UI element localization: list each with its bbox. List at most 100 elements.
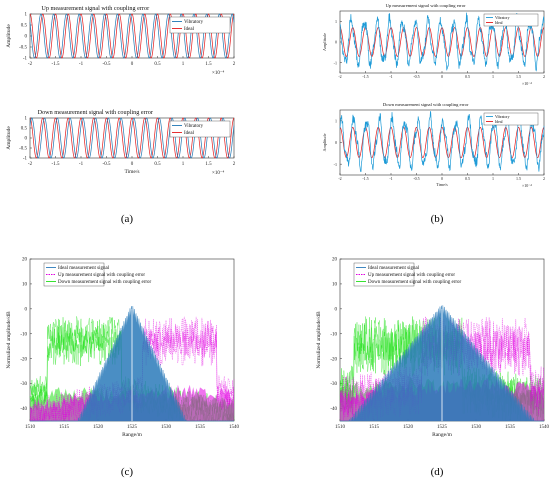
legend-label: Down measurement signal with coupling er… <box>368 280 462 285</box>
x-axis-label: Time/s <box>436 182 448 187</box>
x-tick-label: -1 <box>79 162 84 167</box>
y-tick-label: -40 <box>20 407 27 412</box>
x-tick-label: 1525 <box>437 425 448 430</box>
legend-label: Down measurement signal with coupling er… <box>58 280 152 285</box>
x-tick-label: -1.5 <box>362 74 368 79</box>
chart-c-spectrum: 1510 1515 1520 1525 1530 1535 1540 20 10 0 -10 -20 -… <box>6 258 240 438</box>
y-axis-label: Normalized amplitude/dB <box>6 311 12 369</box>
series-line-vibratory <box>29 13 235 59</box>
chart-a-down: Down measurement signal with coupling er… <box>6 109 236 176</box>
x-tick-label: 0 <box>441 176 443 181</box>
legend-box <box>169 120 231 138</box>
chart-title: Down measurement signal with coupling er… <box>38 109 153 116</box>
legend-box <box>483 112 539 126</box>
legend-label: Vibratory <box>184 124 204 129</box>
x-tick-label: 1515 <box>59 425 70 430</box>
legend-label: Ideal <box>184 27 195 32</box>
x-tick-label: 1525 <box>127 425 138 430</box>
x-axis-label: Range/m <box>122 432 143 438</box>
y-tick-label: 10 <box>332 283 338 288</box>
x-tick-label: -1.5 <box>52 162 60 167</box>
legend-box <box>169 16 231 34</box>
series-line-ideal <box>339 126 545 159</box>
y-tick-label: 0.5 <box>21 127 28 132</box>
y-tick-label: -20 <box>20 357 27 362</box>
series-line-ideal <box>29 117 235 159</box>
y-tick-label: -20 <box>330 357 337 362</box>
panel-label-a: (a) <box>121 213 134 225</box>
x-tick-label: 1520 <box>93 425 104 430</box>
chart-title: Up measurement signal with coupling erro… <box>41 5 149 12</box>
x-tick-label: 1 <box>492 74 494 79</box>
legend-label: Ideal measurement signal <box>368 266 420 271</box>
x-tick-label: 0.5 <box>154 62 161 67</box>
y-axis-label: Normalized amplitude/dB <box>316 311 322 369</box>
x-tick-label: 2 <box>543 74 545 79</box>
series-line-ideal <box>29 13 235 59</box>
legend-label: Ideal <box>184 131 195 136</box>
y-tick-label: 10 <box>22 283 28 288</box>
y-tick-label: -10 <box>20 332 27 337</box>
x-tick-label: 0.5 <box>154 162 161 167</box>
x-tick-label: 1540 <box>229 425 240 430</box>
x-tick-label: 1530 <box>161 425 172 430</box>
y-tick-label: 1 <box>335 118 337 123</box>
y-tick-label: 0 <box>335 307 338 312</box>
series-line-vibratory <box>339 12 545 72</box>
x-tick-label: 1535 <box>505 425 516 430</box>
x-tick-label: 1 <box>492 176 494 181</box>
x-tick-label: 1.5 <box>516 176 521 181</box>
chart-d-spectrum: 1510 1515 1520 1525 1530 1535 1540 20 10 0 -10 -20 -… <box>316 258 550 438</box>
legend-label: Vibratory <box>495 16 510 20</box>
y-axis-label: Amplitude <box>322 133 327 151</box>
legend-box <box>43 262 105 287</box>
x-tick-label: 1510 <box>25 425 36 430</box>
x-tick-label: 2 <box>543 176 545 181</box>
chart-b-up: Up measurement signal with coupling erro… <box>322 3 545 86</box>
x-tick-label: 0 <box>131 62 134 67</box>
x-tick-label: -2 <box>338 74 341 79</box>
legend-label: Vibratory <box>184 20 204 25</box>
y-tick-label: -0.5 <box>19 147 27 152</box>
x-tick-label: 1530 <box>471 425 482 430</box>
y-tick-label: 1 <box>335 19 337 24</box>
x-exponent-label: ×10⁻⁴ <box>212 70 224 76</box>
chart-title: Down measurement signal with coupling er… <box>383 102 469 107</box>
y-axis-label: Amplitude <box>6 126 12 150</box>
y-tick-label: 0 <box>335 140 337 145</box>
x-axis-label: Time/s <box>124 169 139 175</box>
x-tick-label: -1 <box>79 62 84 67</box>
x-tick-label: -0.5 <box>413 176 419 181</box>
x-tick-label: 2 <box>233 162 236 167</box>
x-axis-label: Range/m <box>432 432 453 438</box>
x-tick-label: 1.5 <box>516 74 521 79</box>
y-tick-label: 20 <box>22 258 28 263</box>
x-tick-label: 1 <box>182 162 185 167</box>
x-tick-label: 1520 <box>403 425 414 430</box>
y-tick-label: 0 <box>25 137 28 142</box>
x-exponent-label: ×10⁻⁴ <box>522 81 532 86</box>
x-tick-label: -2 <box>28 62 33 67</box>
y-tick-label: -1 <box>334 162 337 167</box>
series-line-vibratory <box>339 111 545 173</box>
chart-a-up: Up measurement signal with coupling erro… <box>6 5 236 76</box>
y-tick-label: -40 <box>330 407 337 412</box>
x-tick-label: 1 <box>182 62 185 67</box>
y-tick-label: -10 <box>330 332 337 337</box>
y-tick-label: 0 <box>25 35 28 40</box>
legend-label: Up measurement signal with coupling erro… <box>368 273 455 278</box>
x-tick-label: 1.5 <box>205 162 212 167</box>
series-line-up <box>339 331 545 422</box>
chart-b-down: Down measurement signal with coupling er… <box>322 102 545 188</box>
x-tick-label: -1.5 <box>362 176 368 181</box>
y-tick-label: 1 <box>25 117 28 122</box>
x-tick-label: 1540 <box>539 425 550 430</box>
y-axis-label: Amplitude <box>6 24 12 48</box>
x-exponent-label: ×10⁻⁴ <box>522 183 532 188</box>
y-tick-label: 0 <box>335 40 337 45</box>
legend-label: Ideal measurement signal <box>58 266 110 271</box>
y-tick-label: -1 <box>23 157 28 162</box>
y-tick-label: 0.5 <box>21 24 28 29</box>
panel-label-b: (b) <box>431 213 444 225</box>
y-tick-label: -30 <box>330 382 337 387</box>
